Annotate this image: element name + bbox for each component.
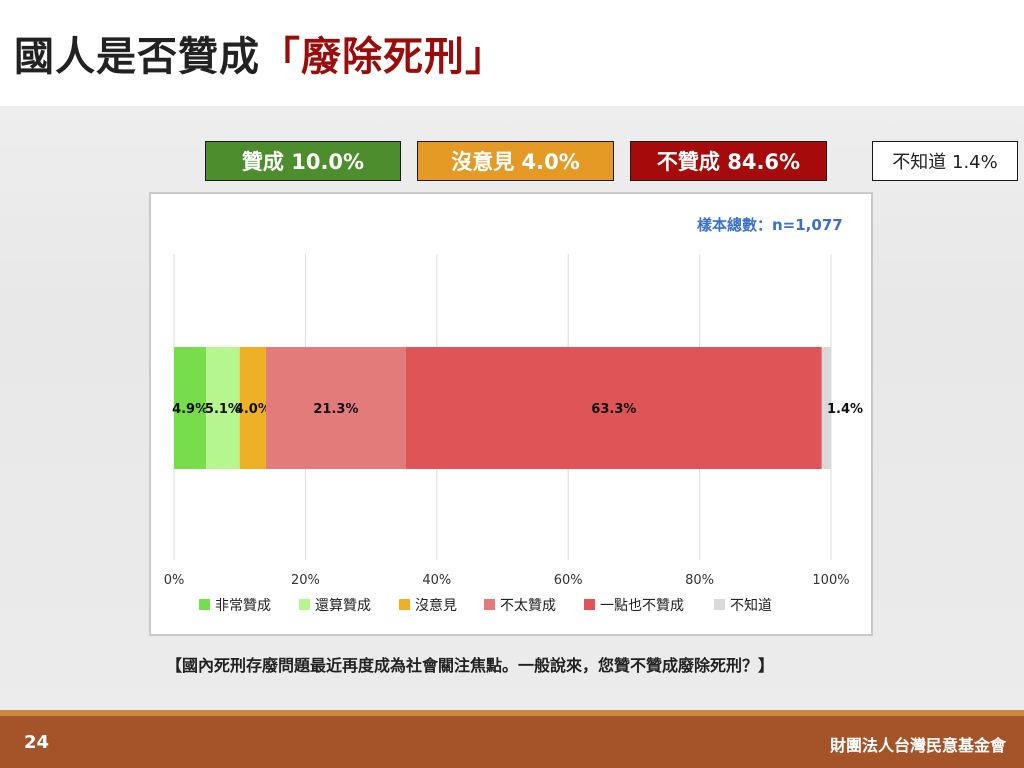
x-tick-label: 80% <box>685 573 714 588</box>
survey-question: 【國內死刑存廢問題最近再度成為社會關注焦點。一般說來，您贊不贊成廢除死刑？】 <box>166 656 775 675</box>
legend-swatch <box>199 599 210 610</box>
data-label: 1.4% <box>827 402 863 417</box>
bar-segment <box>265 347 406 469</box>
page-title: 國人是否贊成「廢除死刑」 <box>14 24 506 82</box>
legend-label: 非常贊成 <box>215 598 271 614</box>
x-tick-label: 20% <box>291 573 320 588</box>
bar-segment <box>174 347 207 469</box>
legend-swatch <box>714 599 725 610</box>
data-label: 21.3% <box>313 402 358 417</box>
x-tick-label: 60% <box>554 573 583 588</box>
legend-label: 沒意見 <box>415 597 457 614</box>
organization-name: 財團法人台灣民意基金會 <box>829 736 1006 755</box>
legend-swatch <box>584 599 595 610</box>
legend-swatch <box>299 599 310 610</box>
data-label: 4.0% <box>235 402 271 417</box>
title-accent: 「廢除死刑」 <box>260 34 506 80</box>
page-number: 24 <box>24 732 50 753</box>
x-tick-label: 40% <box>422 573 451 588</box>
footer-accent-line <box>0 710 1024 716</box>
footer-bar: 24 財團法人台灣民意基金會 <box>0 716 1024 768</box>
stacked-bar-chart: 0% 20% 40% 60% 80% 100% 4.9%5.1%4.0% 21.3% 63.3%… <box>164 254 863 614</box>
summary-unknown-box: 不知道 1.4% <box>872 141 1018 181</box>
bar-segment <box>821 347 831 469</box>
legend-label: 不太贊成 <box>500 598 556 614</box>
summary-oppose-box: 不贊成 84.6% <box>630 141 827 181</box>
data-label: 63.3% <box>591 402 636 417</box>
bar-segment <box>239 347 266 469</box>
data-label: 4.9% <box>172 402 208 417</box>
legend-swatch <box>484 599 495 610</box>
bar-segment <box>206 347 240 469</box>
summary-approve-box: 贊成 10.0% <box>205 141 401 181</box>
title-main: 國人是否贊成 <box>14 34 260 80</box>
legend-swatch <box>399 599 410 610</box>
legend-label: 一點也不贊成 <box>600 598 684 614</box>
x-tick-label: 100% <box>812 573 849 588</box>
legend-label: 還算贊成 <box>315 598 371 614</box>
sample-size-note: 樣本總數：n=1,077 <box>697 216 843 234</box>
summary-neutral-box: 沒意見 4.0% <box>417 141 614 181</box>
x-tick-label: 0% <box>164 573 185 588</box>
title-band <box>0 0 1024 106</box>
bar-segment <box>405 347 822 469</box>
data-label: 5.1% <box>205 402 241 417</box>
legend-label: 不知道 <box>730 597 772 614</box>
